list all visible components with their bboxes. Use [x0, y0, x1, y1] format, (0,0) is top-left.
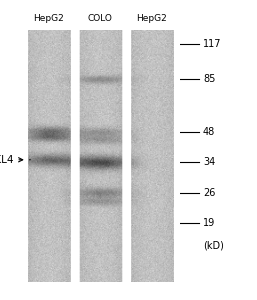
Text: 85: 85 [203, 74, 215, 84]
Text: 117: 117 [203, 39, 222, 49]
Text: 19: 19 [203, 218, 215, 228]
Text: (kD): (kD) [203, 241, 224, 250]
Text: 26: 26 [203, 188, 215, 197]
Text: CDKL4: CDKL4 [0, 155, 23, 165]
Text: 48: 48 [203, 127, 215, 137]
Text: 34: 34 [203, 157, 215, 167]
Text: COLO: COLO [88, 14, 113, 22]
Text: HepG2: HepG2 [136, 14, 167, 22]
Text: HepG2: HepG2 [33, 14, 64, 22]
